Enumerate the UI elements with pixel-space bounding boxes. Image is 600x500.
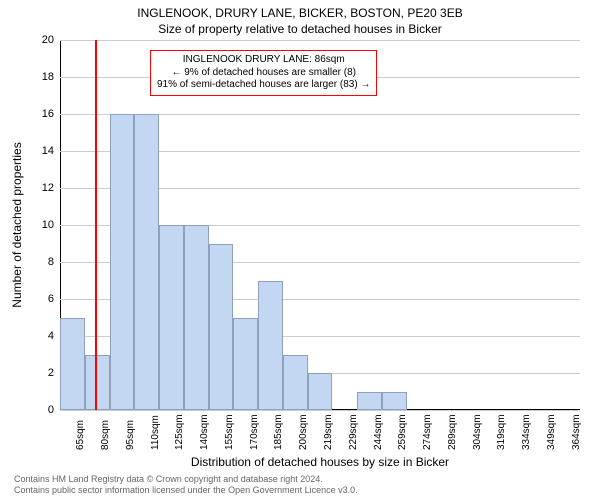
bar [159,225,184,410]
annotation-line-2: ← 9% of detached houses are smaller (8) [157,67,370,80]
bar [184,225,209,410]
bar [308,373,333,410]
y-tick-label: 2 [48,367,54,379]
annotation-line-3: 91% of semi-detached houses are larger (… [157,79,370,92]
x-tick-label: 364sqm [571,414,582,450]
footer-attribution: Contains HM Land Registry data © Crown c… [14,474,358,496]
x-tick-label: 65sqm [75,420,86,450]
x-tick-label: 155sqm [224,414,235,450]
annotation-box: INGLENOOK DRURY LANE: 86sqm← 9% of detac… [150,50,377,96]
y-tick-label: 10 [42,219,54,231]
x-tick-label: 219sqm [323,414,334,450]
y-tick-label: 12 [42,182,54,194]
x-tick-label: 125sqm [174,414,185,450]
chart-container: INGLENOOK, DRURY LANE, BICKER, BOSTON, P… [0,0,600,500]
bar [85,355,110,411]
bar [283,355,308,411]
x-tick-label: 140sqm [199,414,210,450]
y-axis: 02468101214161820 [0,40,60,410]
y-tick-label: 16 [42,108,54,120]
bar [258,281,283,411]
x-tick-label: 170sqm [249,414,260,450]
y-tick-label: 20 [42,34,54,46]
x-tick-label: 185sqm [273,414,284,450]
x-tick-label: 244sqm [373,414,384,450]
bar [233,318,258,411]
footer-line-2: Contains public sector information licen… [14,485,358,496]
y-tick-label: 8 [48,256,54,268]
y-tick-label: 18 [42,71,54,83]
gridline [60,40,580,41]
y-tick-label: 14 [42,145,54,157]
bar [134,114,159,410]
bar [110,114,135,410]
x-tick-label: 200sqm [298,414,309,450]
x-tick-label: 274sqm [422,414,433,450]
x-tick-label: 319sqm [496,414,507,450]
bar [60,318,85,411]
y-tick-label: 4 [48,330,54,342]
bar [357,392,382,411]
reference-line [95,40,97,410]
footer-line-1: Contains HM Land Registry data © Crown c… [14,474,358,485]
x-tick-label: 259sqm [397,414,408,450]
y-tick-label: 6 [48,293,54,305]
bar [382,392,407,411]
x-tick-label: 304sqm [472,414,483,450]
bar [209,244,234,411]
x-tick-label: 334sqm [521,414,532,450]
plot-area: INGLENOOK DRURY LANE: 86sqm← 9% of detac… [60,40,580,410]
chart-title-sub: Size of property relative to detached ho… [0,22,600,36]
annotation-line-1: INGLENOOK DRURY LANE: 86sqm [157,54,370,67]
x-tick-label: 110sqm [150,415,161,450]
x-axis-label: Distribution of detached houses by size … [60,455,580,469]
x-tick-label: 80sqm [100,420,111,450]
x-tick-label: 289sqm [447,414,458,450]
y-tick-label: 0 [48,404,54,416]
x-tick-label: 95sqm [125,420,136,450]
chart-title-main: INGLENOOK, DRURY LANE, BICKER, BOSTON, P… [0,6,600,20]
x-tick-label: 229sqm [348,414,359,450]
x-tick-label: 349sqm [546,414,557,450]
